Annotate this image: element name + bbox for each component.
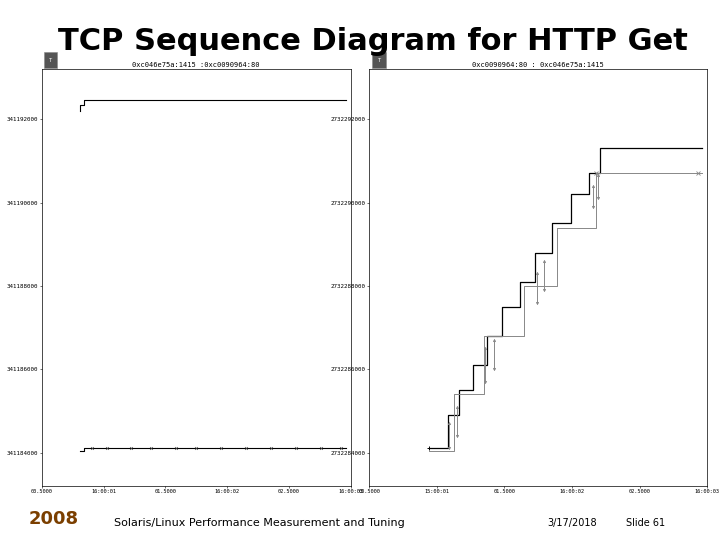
Title: 0xc046e75a:1415 :0xc0090964:80: 0xc046e75a:1415 :0xc0090964:80 bbox=[132, 62, 260, 68]
Text: T: T bbox=[49, 58, 52, 63]
Title: 0xc0090964:80 : 0xc046e75a:1415: 0xc0090964:80 : 0xc046e75a:1415 bbox=[472, 62, 604, 68]
Text: 2008: 2008 bbox=[29, 510, 79, 528]
Text: 3/17/2018: 3/17/2018 bbox=[547, 518, 597, 528]
Text: TCP Sequence Diagram for HTTP Get: TCP Sequence Diagram for HTTP Get bbox=[58, 27, 688, 56]
Bar bbox=[372, 52, 386, 69]
Bar bbox=[45, 52, 57, 69]
Text: Solaris/Linux Performance Measurement and Tuning: Solaris/Linux Performance Measurement an… bbox=[114, 518, 405, 528]
Text: xplot: xplot bbox=[523, 58, 553, 68]
Text: xplot: xplot bbox=[181, 58, 211, 68]
Text: T: T bbox=[377, 58, 381, 63]
Text: Slide 61: Slide 61 bbox=[626, 518, 665, 528]
